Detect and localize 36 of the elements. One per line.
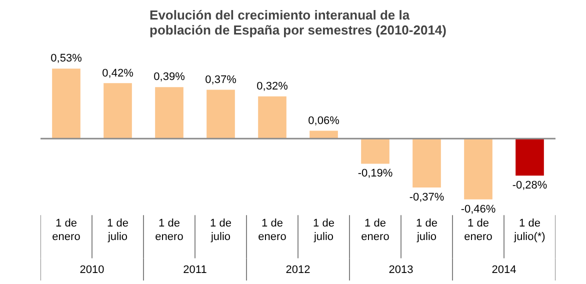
text: 2010 <box>80 264 104 276</box>
data-label: 0,39% <box>154 71 186 84</box>
x-tick-label: 1 de julio <box>312 218 334 243</box>
text: 2012 <box>286 264 310 276</box>
data-label: 0,06% <box>308 114 340 127</box>
data-label: 0,32% <box>256 80 288 92</box>
bar <box>52 68 80 139</box>
bar <box>206 90 235 139</box>
data-label: 0,53% <box>50 52 82 65</box>
data-label: 0,37% <box>205 74 237 86</box>
data-label: -0,46% <box>460 203 496 216</box>
bar <box>104 83 132 139</box>
chart-title: Evolución del crecimiento interanual de la población de España por semestres (2010-2014) <box>150 8 446 38</box>
x-tick-label: 1 de julio <box>106 218 128 243</box>
bar <box>361 138 390 164</box>
x-tick-label: 1 de julio <box>210 218 232 243</box>
bar <box>412 138 441 188</box>
data-label: -0,37% <box>409 191 444 204</box>
data-label: -0,28% <box>512 180 548 192</box>
x-tick-label: 1 de enero <box>258 218 286 243</box>
data-label: 0,42% <box>102 67 134 80</box>
x-tick-label: 1 de julio(*) <box>513 218 546 243</box>
bar <box>155 87 184 139</box>
bar <box>310 130 338 139</box>
x-tick-label: 1 de enero <box>155 218 184 243</box>
bar <box>258 96 286 139</box>
x-tick-label: 1 de julio <box>416 218 438 243</box>
x-tick-label: 1 de enero <box>52 218 80 243</box>
x-tick-label: 1 de enero <box>361 218 390 243</box>
bar <box>464 138 492 200</box>
x-tick-label: 1 de enero <box>464 218 492 243</box>
text: 2014 <box>492 264 516 276</box>
text: 2013 <box>388 264 414 276</box>
text: 2011 <box>183 264 207 276</box>
bar <box>516 138 544 176</box>
data-label: -0,19% <box>358 168 393 180</box>
